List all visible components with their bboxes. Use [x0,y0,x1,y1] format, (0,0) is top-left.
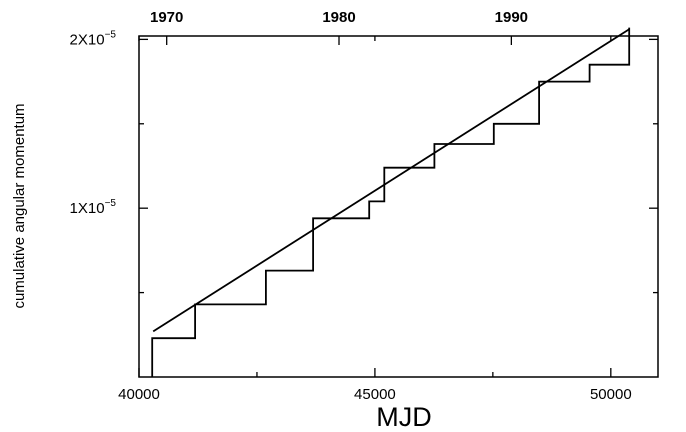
y-tick-label-base: 1X10 [70,200,105,217]
step-series-line [151,27,631,377]
top-year-tick-label: 1970 [150,9,183,26]
data-series [151,27,631,377]
plot-frame [138,35,659,378]
x-tick-label: 40000 [118,386,160,403]
y-axis-label: cumulative angular momentum [11,103,28,308]
x-tick-label: 50000 [590,386,632,403]
y-tick-label: 2X10−5 [70,29,117,48]
y-tick-label-base: 2X10 [70,31,105,48]
y-tick-label: 1X10−5 [70,198,117,217]
x-tick-label: 45000 [354,386,396,403]
y-tick-label-exponent: −5 [105,198,117,209]
top-year-tick-label: 1980 [322,9,355,26]
top-year-tick-label: 1990 [495,9,528,26]
y-tick-label-exponent: −5 [105,29,117,40]
linear-fit-line [152,28,630,333]
x-axis-label: MJD [376,402,432,432]
axis-ticks [138,36,658,377]
